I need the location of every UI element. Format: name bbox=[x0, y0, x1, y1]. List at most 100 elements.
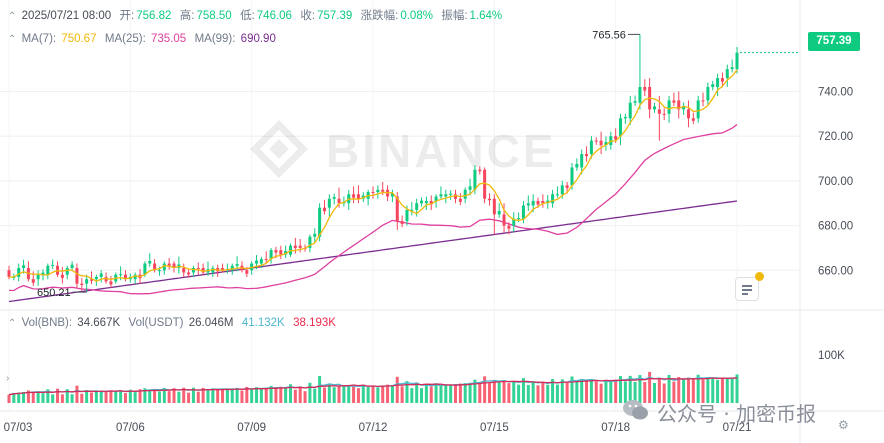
candle-body bbox=[298, 245, 302, 248]
volume-bar bbox=[429, 386, 433, 403]
indicator-toggle-button[interactable] bbox=[735, 277, 759, 301]
candle-body bbox=[191, 268, 195, 273]
candle-body bbox=[148, 261, 152, 264]
volume-bar bbox=[352, 385, 356, 403]
candle-body bbox=[94, 276, 98, 280]
volume-bar bbox=[667, 375, 671, 403]
candle-body bbox=[526, 203, 530, 206]
candle-body bbox=[599, 140, 603, 146]
candle-body bbox=[46, 265, 50, 275]
candle-body bbox=[65, 268, 69, 275]
y-tick-label: 740.00 bbox=[818, 87, 853, 99]
volume-bar bbox=[395, 376, 399, 403]
volume-bar bbox=[526, 384, 530, 403]
candle-body bbox=[565, 185, 569, 189]
y-tick-label: 680.00 bbox=[818, 221, 853, 233]
candle-body bbox=[454, 194, 458, 199]
volume-bars bbox=[7, 371, 739, 403]
candle-body bbox=[313, 233, 317, 237]
volume-bar bbox=[502, 380, 506, 403]
candle-body bbox=[36, 274, 40, 280]
candle-body bbox=[143, 263, 147, 275]
candle-body bbox=[434, 196, 438, 201]
candle-body bbox=[652, 106, 656, 110]
candle-body bbox=[279, 250, 283, 255]
open-value: 756.82 bbox=[136, 10, 172, 22]
volume-ma10-line bbox=[8, 377, 738, 396]
volume-bar bbox=[293, 389, 297, 403]
candle-body bbox=[643, 87, 647, 91]
candle-body bbox=[308, 236, 312, 248]
candle-body bbox=[288, 245, 292, 255]
vol-usdt-value: 26.046M bbox=[188, 317, 234, 329]
wechat-icon bbox=[623, 400, 648, 420]
volume-bar bbox=[454, 384, 458, 403]
low-value: 746.06 bbox=[256, 10, 292, 22]
candle-body bbox=[468, 186, 472, 190]
volume-bar bbox=[376, 387, 380, 403]
volume-bar bbox=[657, 378, 661, 403]
binance-logo-watermark: BINANCE bbox=[250, 120, 554, 178]
candle-body bbox=[536, 200, 540, 205]
candle-body bbox=[686, 109, 690, 119]
expand-arrow-icon[interactable]: › bbox=[6, 373, 10, 384]
volume-bar bbox=[51, 394, 55, 403]
collapse-chevron-icon[interactable]: ⌃ bbox=[8, 11, 17, 22]
collapse-chevron-icon[interactable]: ⌃ bbox=[8, 34, 17, 45]
candle-body bbox=[17, 268, 21, 277]
volume-bar bbox=[420, 388, 424, 403]
collapse-chevron-icon[interactable]: ⌃ bbox=[8, 318, 17, 329]
volume-bar bbox=[614, 380, 618, 403]
candle-body bbox=[614, 136, 618, 140]
volume-bar bbox=[720, 377, 724, 403]
volume-bar bbox=[691, 379, 695, 403]
volume-bar bbox=[487, 383, 491, 403]
candle-body bbox=[31, 279, 35, 283]
volume-bar bbox=[201, 387, 205, 403]
volume-bar bbox=[12, 392, 16, 403]
volume-bar bbox=[356, 388, 360, 403]
ma25-value: 735.05 bbox=[150, 33, 187, 45]
candle-body bbox=[211, 268, 215, 273]
volume-bar bbox=[327, 384, 331, 403]
candle-body bbox=[337, 198, 341, 204]
candle-body bbox=[667, 100, 671, 114]
volume-bar bbox=[366, 387, 370, 403]
ma7-line bbox=[9, 69, 738, 282]
max-price-label: 765.56 bbox=[592, 29, 626, 41]
volume-bar bbox=[255, 387, 259, 403]
volume-bar bbox=[337, 386, 341, 403]
candle-body bbox=[22, 265, 26, 269]
candle-body bbox=[75, 268, 79, 284]
volume-bar bbox=[662, 383, 666, 403]
volume-bar bbox=[109, 390, 113, 403]
candle-body bbox=[371, 192, 375, 194]
volume-bar bbox=[643, 381, 647, 403]
volume-bar bbox=[269, 385, 273, 403]
settings-icon[interactable]: ⚙ bbox=[838, 418, 849, 432]
candle-body bbox=[109, 281, 113, 285]
candle-body bbox=[672, 100, 676, 103]
volume-bar bbox=[196, 391, 200, 403]
volume-bar bbox=[672, 381, 676, 403]
volume-bar bbox=[458, 383, 462, 403]
candle-body bbox=[162, 263, 166, 271]
ma25-polyline bbox=[8, 123, 738, 295]
volume-bar bbox=[225, 388, 229, 403]
candle-body bbox=[356, 194, 360, 199]
volume-bar bbox=[619, 376, 623, 403]
candle-body bbox=[716, 78, 720, 88]
volume-bar bbox=[735, 374, 739, 403]
volume-bar bbox=[560, 379, 564, 403]
candle-body bbox=[60, 274, 64, 278]
volume-bar bbox=[546, 384, 550, 403]
candle-body bbox=[284, 251, 288, 255]
volume-bar bbox=[7, 394, 11, 403]
x-axis: 07/03 07/06 07/09 07/12 07/15 07/18 07/21 bbox=[4, 422, 752, 434]
volume-bar bbox=[497, 382, 501, 403]
candle-body bbox=[51, 264, 55, 266]
volume-bar bbox=[211, 388, 215, 403]
candle-body bbox=[429, 200, 433, 205]
candle-body bbox=[720, 78, 724, 82]
candle-body bbox=[570, 167, 574, 186]
